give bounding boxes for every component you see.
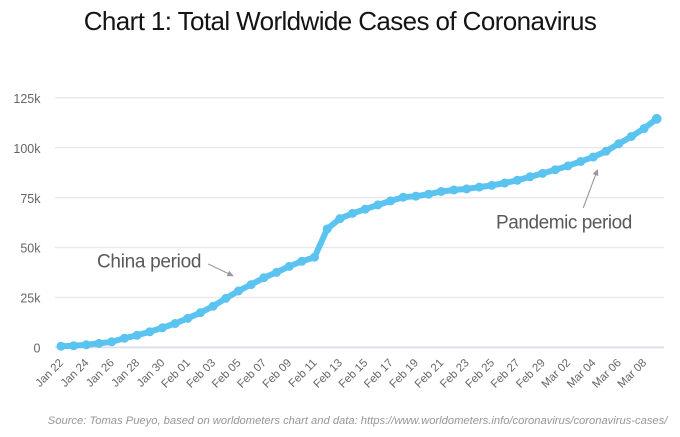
svg-text:Mar 08: Mar 08 [616,357,650,391]
svg-text:Source: Tomas Pueyo, based on: Source: Tomas Pueyo, based on worldomete… [48,415,669,427]
svg-text:25k: 25k [20,292,41,306]
svg-text:Feb 09: Feb 09 [261,357,295,391]
svg-text:0: 0 [34,342,41,356]
svg-text:China period: China period [97,251,201,272]
svg-text:75k: 75k [20,192,41,206]
svg-text:50k: 50k [20,242,41,256]
svg-text:Pandemic period: Pandemic period [496,212,632,233]
svg-text:125k: 125k [13,92,41,106]
svg-text:100k: 100k [13,142,41,156]
